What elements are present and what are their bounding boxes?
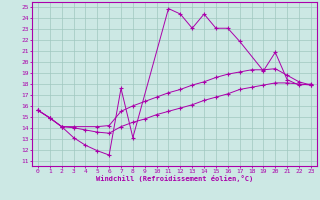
X-axis label: Windchill (Refroidissement éolien,°C): Windchill (Refroidissement éolien,°C) (96, 175, 253, 182)
